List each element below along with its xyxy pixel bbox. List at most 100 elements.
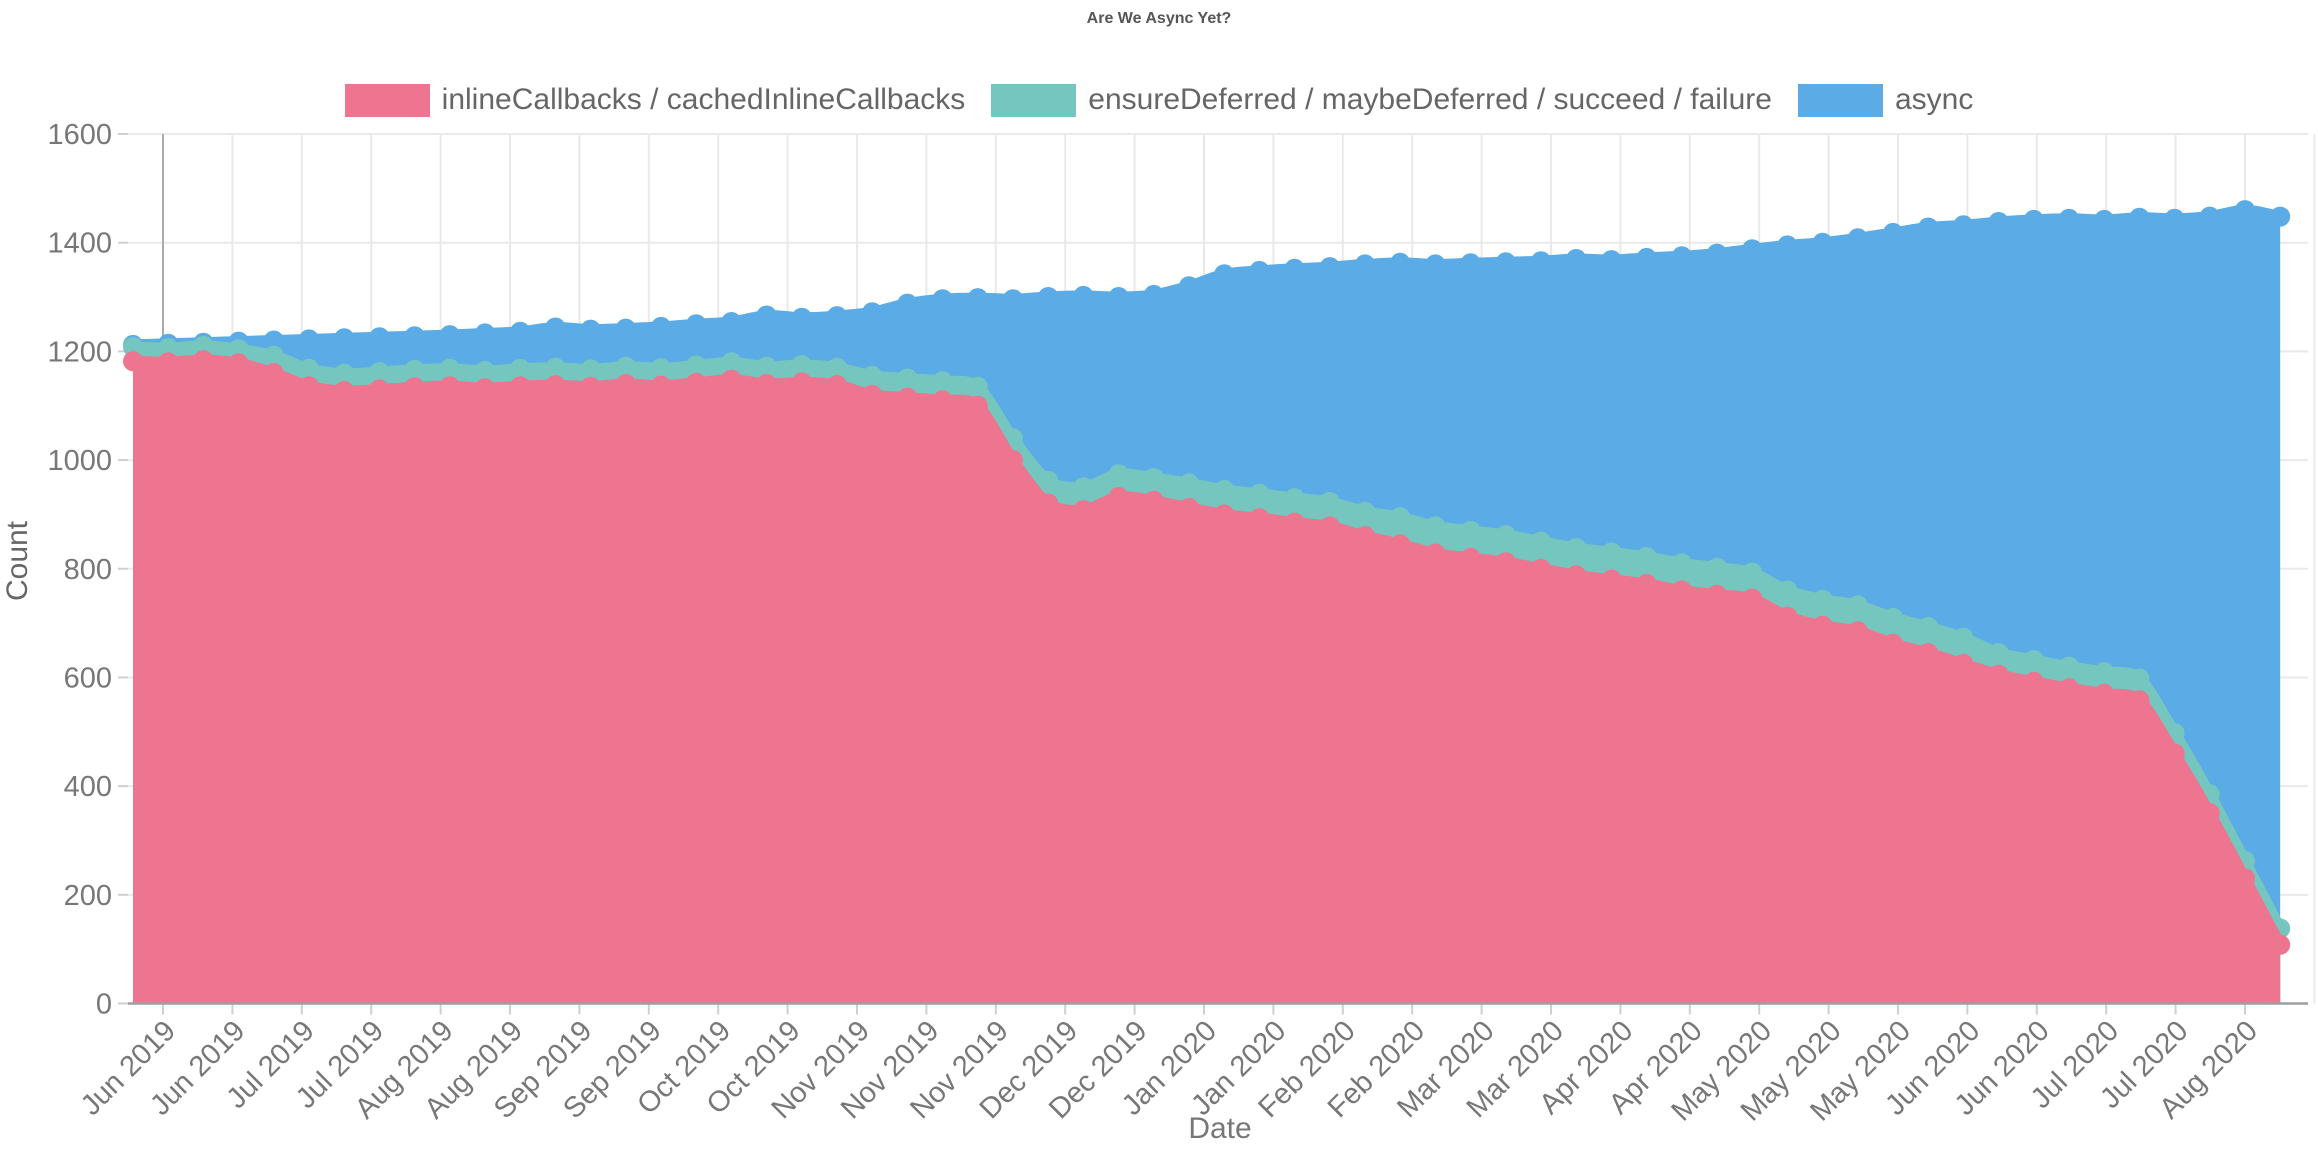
data-point-marker <box>932 371 953 392</box>
data-point-marker <box>1038 493 1059 514</box>
data-point-marker <box>123 337 143 357</box>
data-point-marker <box>1073 285 1094 306</box>
data-point-marker <box>510 321 531 342</box>
data-point-marker <box>932 390 953 411</box>
data-point-marker <box>545 375 566 396</box>
data-point-marker <box>1355 254 1375 275</box>
data-point-marker <box>1883 633 1903 654</box>
legend-label: async <box>1894 83 1974 116</box>
data-point-marker <box>510 358 531 379</box>
data-point-marker <box>2059 678 2079 699</box>
x-axis-title: Date <box>1188 1112 1252 1145</box>
data-point-marker <box>263 363 284 384</box>
data-point-marker <box>1460 253 1481 274</box>
data-point-marker <box>263 345 284 366</box>
data-point-marker <box>1566 565 1587 586</box>
data-point-marker <box>1812 232 1833 253</box>
legend-swatch-icon <box>991 83 1077 117</box>
chart-title: Are We Async Yet? <box>1086 10 1232 27</box>
data-point-marker <box>1953 215 1974 236</box>
legend-label: ensureDeferred / maybeDeferred / succeed… <box>1088 83 1772 116</box>
data-point-marker <box>1742 562 1763 583</box>
data-point-marker <box>404 326 425 347</box>
data-point-marker <box>2129 690 2150 711</box>
data-point-marker <box>791 372 812 393</box>
data-point-marker <box>2094 662 2115 682</box>
data-point-marker <box>2270 206 2291 227</box>
data-point-marker <box>1319 257 1340 278</box>
y-tick-label: 1600 <box>47 119 112 151</box>
data-point-marker <box>1566 249 1587 269</box>
data-point-marker <box>1988 643 2009 663</box>
data-point-marker <box>1284 488 1305 509</box>
data-point-marker <box>827 306 847 327</box>
data-point-marker <box>263 330 284 351</box>
data-point-marker <box>862 365 883 386</box>
data-point-marker <box>1742 239 1763 260</box>
data-point-marker <box>2270 934 2291 955</box>
data-point-marker <box>897 293 918 314</box>
legend-swatch-icon <box>1797 83 1883 117</box>
data-point-marker <box>1073 477 1094 498</box>
data-point-marker <box>651 316 671 337</box>
data-point-marker <box>404 359 425 380</box>
data-point-marker <box>1460 547 1481 568</box>
data-point-marker <box>1847 595 1868 616</box>
data-point-marker <box>967 376 988 397</box>
data-point-marker <box>404 377 425 398</box>
data-point-marker <box>2023 650 2044 670</box>
data-point-marker <box>862 384 883 405</box>
data-point-marker <box>1601 569 1622 590</box>
legend-item-2[interactable]: async <box>1797 83 1974 117</box>
data-point-marker <box>686 372 707 393</box>
data-point-marker <box>1249 260 1270 281</box>
data-point-marker <box>1918 217 1939 238</box>
data-point-marker <box>1495 252 1516 273</box>
y-tick-label: 800 <box>64 554 112 586</box>
legend-item-0[interactable]: inlineCallbacks / cachedInlineCallbacks <box>344 83 965 117</box>
data-point-marker <box>2059 208 2079 229</box>
legend-swatch-icon <box>344 83 430 117</box>
data-point-marker <box>1636 574 1657 594</box>
data-point-marker <box>1143 490 1164 511</box>
data-point-marker <box>827 357 847 378</box>
data-point-marker <box>1460 520 1481 541</box>
data-point-marker <box>1390 534 1411 555</box>
data-point-marker <box>2199 803 2220 824</box>
data-point-marker <box>334 381 355 401</box>
data-point-marker <box>1847 228 1868 249</box>
data-point-marker <box>2235 868 2255 889</box>
data-point-marker <box>721 352 742 373</box>
data-point-marker <box>2094 209 2115 230</box>
data-point-marker <box>299 376 319 397</box>
data-point-marker <box>686 314 707 335</box>
data-point-marker <box>369 379 390 400</box>
data-point-marker <box>791 355 812 375</box>
legend-item-1[interactable]: ensureDeferred / maybeDeferred / succeed… <box>991 83 1772 117</box>
data-point-marker <box>1601 542 1622 563</box>
data-point-marker <box>1179 276 1199 297</box>
data-point-marker <box>1143 468 1164 488</box>
data-point-marker <box>1214 264 1235 285</box>
data-point-marker <box>158 338 179 359</box>
data-point-marker <box>1812 615 1833 636</box>
data-point-marker <box>2129 668 2150 689</box>
y-tick-label: 1200 <box>47 336 112 368</box>
data-point-marker <box>1531 558 1551 579</box>
data-point-marker <box>1108 487 1129 507</box>
data-point-marker <box>1742 588 1763 609</box>
data-point-marker <box>1707 584 1727 605</box>
data-point-marker <box>1390 252 1411 273</box>
data-point-marker <box>1143 284 1164 305</box>
data-point-marker <box>1953 627 1974 648</box>
data-point-marker <box>1671 580 1692 601</box>
data-point-marker <box>369 327 390 348</box>
data-point-marker <box>1883 222 1903 243</box>
data-point-marker <box>228 353 249 374</box>
data-point-marker <box>299 329 319 350</box>
data-point-marker <box>1531 531 1551 552</box>
data-point-marker <box>1355 501 1375 522</box>
data-point-marker <box>1003 289 1023 310</box>
data-point-marker <box>615 318 636 339</box>
